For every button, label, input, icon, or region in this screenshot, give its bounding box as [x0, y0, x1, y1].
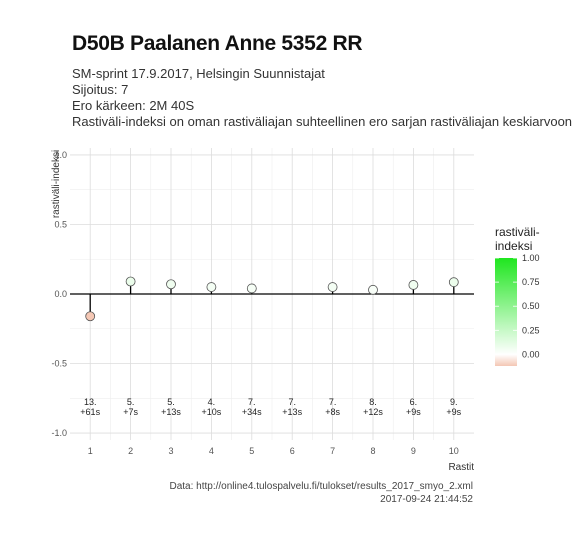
data-point [246, 283, 257, 294]
data-point [125, 276, 136, 287]
annotation-rank: 6. [410, 397, 418, 407]
annotation-rank: 8. [369, 397, 377, 407]
x-tick-label: 3 [168, 446, 173, 456]
annotation-diff: +34s [242, 407, 262, 417]
x-tick-label: 2 [128, 446, 133, 456]
y-tick-label: -0.5 [51, 359, 67, 369]
annotation-diff: +13s [161, 407, 181, 417]
annotation-rank: 7. [329, 397, 337, 407]
data-point [368, 284, 378, 295]
y-tick-label: 0.0 [54, 289, 67, 299]
legend-tick-label: 0.00 [522, 349, 540, 359]
legend-colorbar [495, 258, 517, 366]
annotation-diff: +61s [80, 407, 100, 417]
x-tick-label: 1 [88, 446, 93, 456]
subtitle-placement: Sijoitus: 7 [72, 82, 129, 97]
y-tick-label: -1.0 [51, 428, 67, 438]
annotation-diff: +9s [446, 407, 461, 417]
x-tick-label: 4 [209, 446, 214, 456]
annotation-diff: +7s [123, 407, 138, 417]
annotation-diff: +8s [325, 407, 340, 417]
annotation-diff: +9s [406, 407, 421, 417]
subtitle-event: SM-sprint 17.9.2017, Helsingin Suunnista… [72, 66, 325, 81]
legend-tick-label: 0.25 [522, 325, 540, 335]
annotation-rank: 5. [127, 397, 135, 407]
data-point [166, 279, 176, 290]
legend-title-line: rastiväli- [495, 225, 540, 239]
annotation-diff: +13s [282, 407, 302, 417]
legend-tick-label: 1.00 [522, 253, 540, 263]
legend-title-line: indeksi [495, 239, 532, 253]
data-point [408, 280, 419, 290]
caption-timestamp: 2017-09-24 21:44:52 [380, 494, 473, 505]
annotation-rank: 9. [450, 397, 458, 407]
y-tick-label: 1.0 [54, 150, 67, 160]
x-tick-label: 8 [370, 446, 375, 456]
legend-tick-label: 0.75 [522, 277, 540, 287]
annotation-diff: +12s [363, 407, 383, 417]
y-axis-title: rastiväli-indeksi [51, 150, 62, 218]
data-point [206, 282, 217, 292]
annotation-rank: 13. [84, 397, 97, 407]
x-tick-label: 5 [249, 446, 254, 456]
annotation-diff: +10s [202, 407, 222, 417]
annotation-rank: 5. [167, 397, 175, 407]
subtitle-description: Rastiväli-indeksi on oman rastiväliajan … [72, 114, 573, 129]
data-point [327, 282, 338, 292]
caption-source: Data: http://online4.tulospalvelu.fi/tul… [169, 481, 473, 492]
chart-title: D50B Paalanen Anne 5352 RR [72, 32, 363, 55]
subtitle-gap: Ero kärkeen: 2M 40S [72, 98, 195, 113]
legend-tick-label: 0.50 [522, 301, 540, 311]
annotation-rank: 7. [248, 397, 256, 407]
annotation-rank: 7. [288, 397, 296, 407]
x-tick-label: 10 [449, 446, 459, 456]
x-tick-label: 9 [411, 446, 416, 456]
data-point [85, 311, 96, 322]
x-tick-label: 7 [330, 446, 335, 456]
x-axis-title: Rastit [448, 462, 474, 473]
annotation-rank: 4. [208, 397, 216, 407]
x-tick-label: 6 [290, 446, 295, 456]
y-tick-label: 0.5 [54, 219, 67, 229]
data-point [448, 277, 459, 288]
